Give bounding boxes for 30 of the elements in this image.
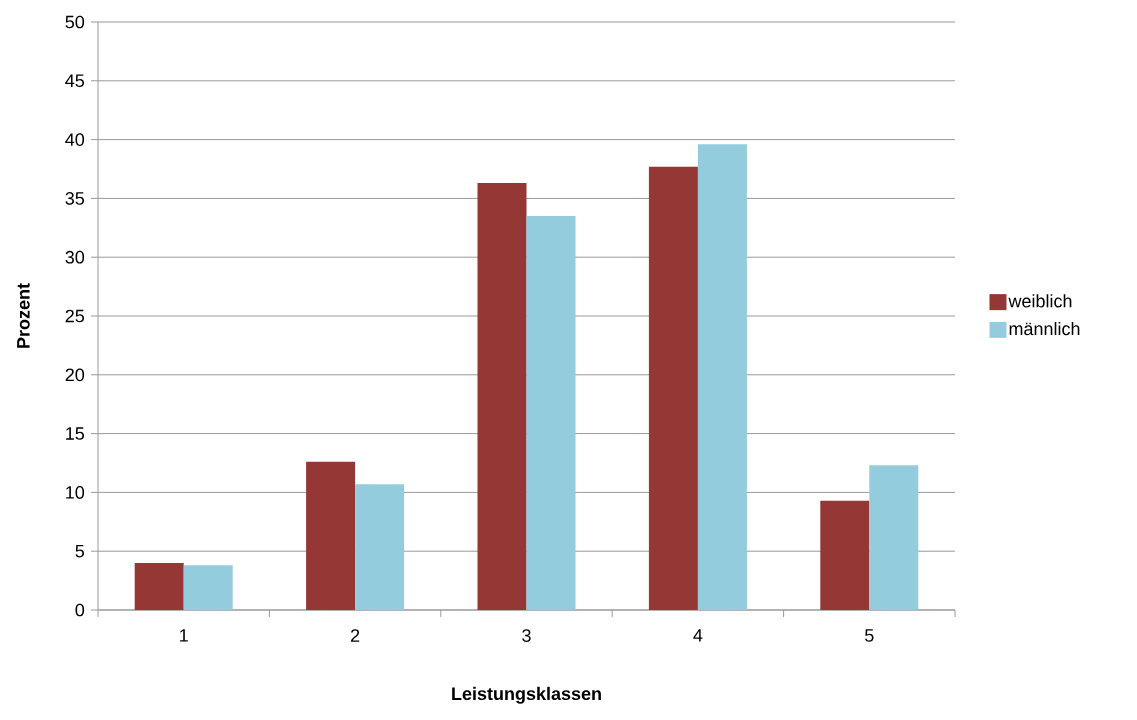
bar (477, 183, 527, 610)
bar (526, 216, 576, 610)
y-tick-label: 45 (65, 74, 85, 88)
bar (355, 484, 405, 610)
x-axis-title: Leistungsklassen (452, 686, 601, 704)
y-tick-label: 20 (65, 368, 85, 382)
y-tick-label: 15 (66, 427, 85, 440)
bar (697, 144, 747, 610)
y-tick-label: 5 (75, 544, 85, 558)
x-tick-label: 3 (522, 629, 531, 642)
x-tick-label: 1 (180, 629, 188, 642)
bar (869, 465, 919, 610)
bar (183, 565, 233, 610)
legend-label: männlich (1009, 321, 1080, 336)
bar (306, 461, 356, 610)
x-tick-label: 5 (865, 629, 874, 642)
x-tick-label: 2 (351, 629, 360, 642)
y-tick-label: 35 (65, 192, 85, 205)
y-tick-label: 30 (65, 250, 85, 264)
y-tick-label: 0 (75, 603, 85, 617)
bar (134, 562, 184, 610)
y-tick-label: 10 (66, 486, 85, 499)
bar (820, 500, 870, 610)
legend-label: weiblich (1008, 294, 1072, 308)
y-tick-label: 50 (65, 15, 85, 29)
y-tick-label: 40 (65, 133, 85, 146)
y-tick-label: 25 (65, 309, 85, 323)
x-tick-label: 4 (693, 629, 703, 642)
y-axis-title: Prozent (17, 283, 30, 348)
bar (648, 166, 698, 610)
